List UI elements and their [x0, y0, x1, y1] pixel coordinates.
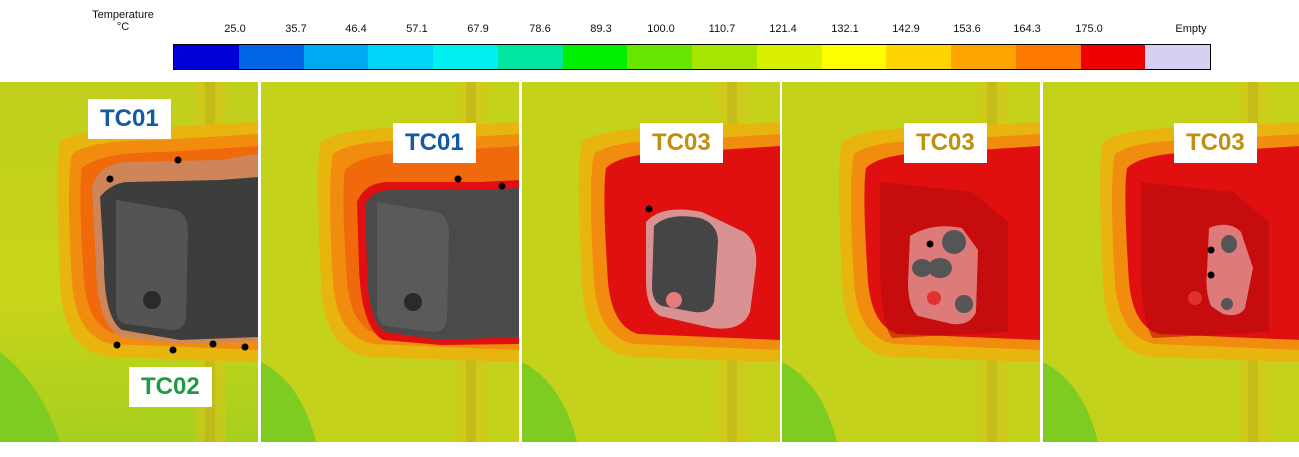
- legend-tick-label: 89.3: [590, 23, 612, 35]
- thermocouple-point: [498, 182, 506, 190]
- legend-tick-label: 175.0: [1075, 23, 1103, 35]
- colorbar-swatch: [368, 45, 433, 69]
- thermocouple-point: [209, 340, 217, 348]
- legend-tick-label: 25.0: [224, 23, 246, 35]
- legend-tick-label: 110.7: [708, 23, 736, 35]
- simulation-panel-5: TC03: [1043, 82, 1299, 442]
- legend-tick-label: 153.6: [953, 23, 981, 35]
- legend-tick-label: 121.4: [769, 23, 797, 35]
- temperature-field-2: [261, 82, 519, 442]
- legend-tick-label: 142.9: [892, 23, 920, 35]
- legend-tick-label: 78.6: [529, 23, 551, 35]
- colorbar-swatch: [886, 45, 951, 69]
- colorbar-swatch: [951, 45, 1016, 69]
- thermocouple-label: TC02: [129, 367, 212, 407]
- legend-tick-label: 67.9: [467, 23, 489, 35]
- temperature-field-5: [1043, 82, 1299, 442]
- colorbar-swatch: [756, 45, 822, 69]
- legend-title-line2: °C: [116, 21, 130, 33]
- temperature-field-3: [522, 82, 780, 442]
- legend-title-line1: Temperature: [92, 9, 154, 21]
- colorbar-swatch: [303, 45, 369, 69]
- thermocouple-point: [645, 205, 653, 213]
- thermocouple-point: [454, 175, 462, 183]
- thermocouple-label: TC01: [393, 123, 476, 163]
- colorbar-swatch: [821, 45, 887, 69]
- colorbar-swatch: [1015, 45, 1081, 69]
- temperature-colorbar: [173, 44, 1211, 70]
- thermocouple-point: [174, 156, 182, 164]
- thermocouple-label: TC03: [640, 123, 723, 163]
- simulation-panel-1: TC01 TC02: [0, 82, 258, 442]
- colorbar-swatch: [433, 45, 498, 69]
- colorbar-swatch: [1145, 45, 1210, 69]
- legend-tick-label: 164.3: [1013, 23, 1041, 35]
- colorbar-swatch: [562, 45, 628, 69]
- thermocouple-point: [106, 175, 114, 183]
- colorbar-swatch: [1080, 45, 1146, 69]
- simulation-panel-3: TC03: [522, 82, 780, 442]
- colorbar-swatch: [627, 45, 692, 69]
- thermocouple-label: TC01: [88, 99, 171, 139]
- simulation-panel-2: TC01: [261, 82, 519, 442]
- simulation-panels: TC01 TC02 TC01: [0, 82, 1299, 442]
- thermocouple-point: [241, 343, 249, 351]
- legend-title: Temperature °C: [78, 9, 168, 33]
- temperature-field-1: [0, 82, 258, 442]
- thermocouple-point: [1207, 271, 1215, 279]
- colorbar-swatch: [692, 45, 757, 69]
- thermocouple-point: [926, 240, 934, 248]
- legend-tick-label: 46.4: [345, 23, 367, 35]
- legend-tick-label: 100.0: [647, 23, 675, 35]
- legend-tick-label: 35.7: [285, 23, 307, 35]
- legend-tick-label: Empty: [1175, 23, 1207, 35]
- legend-tick-label: 57.1: [406, 23, 428, 35]
- colorbar-swatch: [497, 45, 563, 69]
- thermocouple-point: [1207, 246, 1215, 254]
- thermocouple-point: [169, 346, 177, 354]
- simulation-panel-4: TC03: [782, 82, 1040, 442]
- colorbar-swatch: [238, 45, 304, 69]
- colorbar-swatch: [174, 45, 239, 69]
- thermocouple-point: [113, 341, 121, 349]
- thermocouple-label: TC03: [1174, 123, 1257, 163]
- legend-tick-label: 132.1: [831, 23, 859, 35]
- thermocouple-label: TC03: [904, 123, 987, 163]
